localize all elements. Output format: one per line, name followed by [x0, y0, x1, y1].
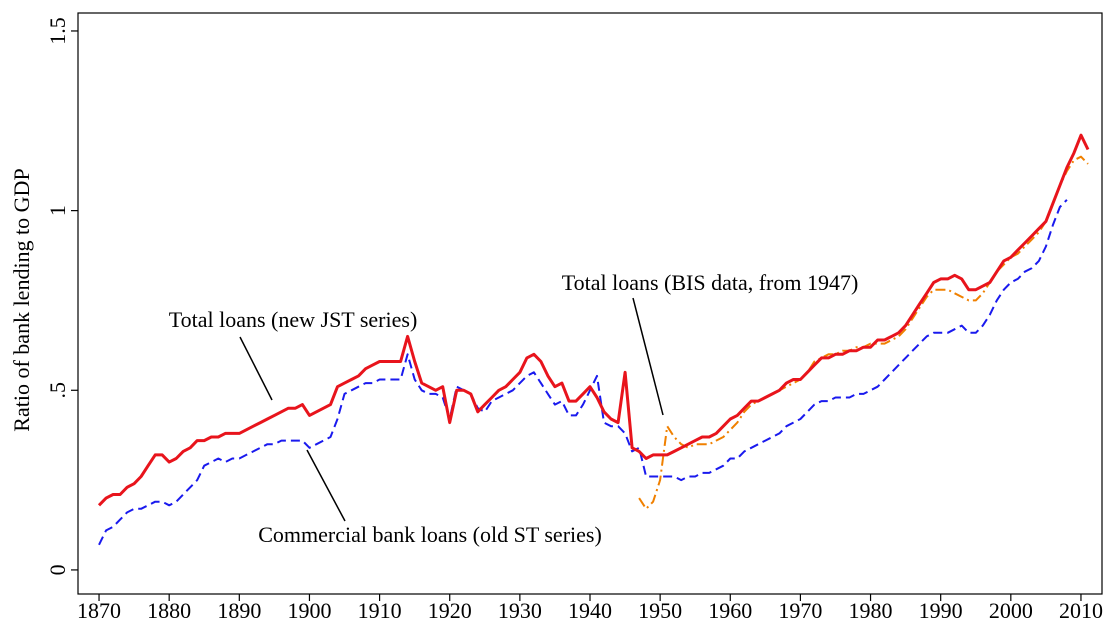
series-label: Total loans (BIS data, from 1947): [562, 270, 859, 295]
series-label: Total loans (new JST series): [169, 307, 418, 332]
x-tick-label: 1890: [217, 598, 261, 623]
x-tick-label: 1970: [778, 598, 822, 623]
y-axis-label: Ratio of bank lending to GDP: [9, 168, 34, 431]
x-tick-label: 2000: [989, 598, 1033, 623]
leader-line: [632, 297, 664, 416]
y-tick-label: 1.5: [45, 17, 70, 45]
x-tick-label: 1920: [428, 598, 472, 623]
y-tick-label: .5: [45, 382, 70, 399]
series-label: Commercial bank loans (old ST series): [258, 522, 602, 547]
leader-line: [239, 336, 273, 401]
x-tick-label: 1900: [287, 598, 331, 623]
x-tick-label: 1930: [498, 598, 542, 623]
x-tick-label: 1910: [358, 598, 402, 623]
x-tick-label: 1880: [147, 598, 191, 623]
x-tick-label: 1980: [849, 598, 893, 623]
y-tick-label: 1: [45, 205, 70, 216]
series-line: [98, 199, 1068, 546]
x-tick-label: 1940: [568, 598, 612, 623]
x-tick-label: 1870: [77, 598, 121, 623]
series-line: [97, 133, 1090, 507]
y-tick-label: 0: [45, 564, 70, 575]
x-tick-label: 1960: [708, 598, 752, 623]
x-tick-label: 1990: [919, 598, 963, 623]
x-tick-label: 2010: [1059, 598, 1103, 623]
x-tick-label: 1950: [638, 598, 682, 623]
leader-line: [306, 449, 346, 522]
